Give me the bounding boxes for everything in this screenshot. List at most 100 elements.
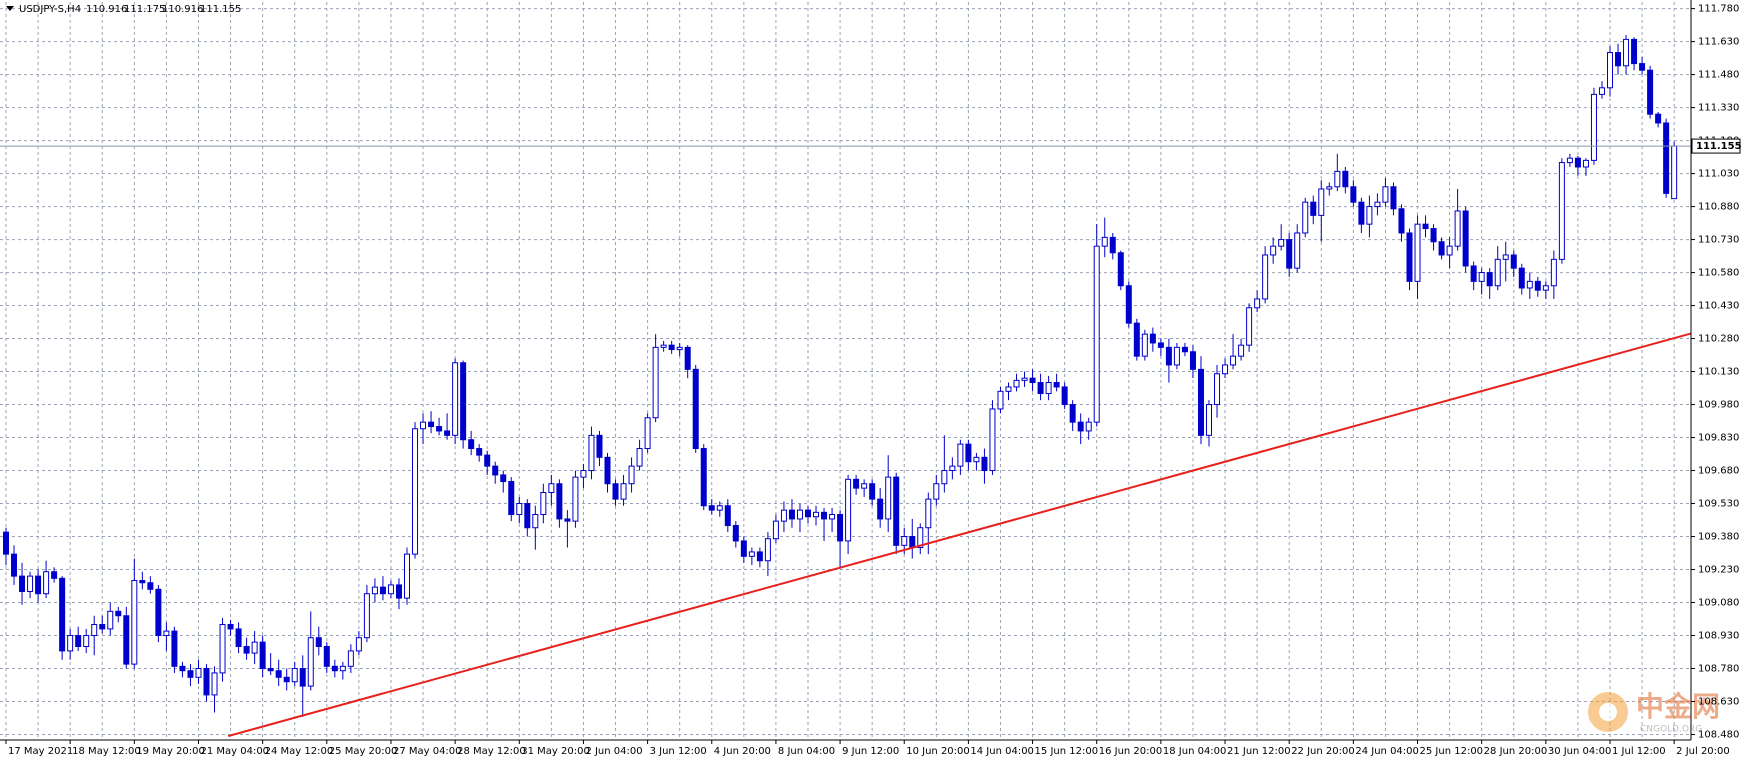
x-tick-label: 25 Jun 12:00 [1420, 746, 1484, 757]
y-tick-label: 108.630 [1698, 697, 1739, 708]
candle-body [524, 503, 531, 529]
y-tick-label: 111.030 [1698, 169, 1739, 180]
candle-body [299, 668, 306, 687]
y-tick-label: 111.330 [1698, 103, 1739, 114]
candle-body [917, 527, 924, 549]
candle-body [203, 668, 210, 696]
candle-body [355, 637, 362, 652]
candle-body [1350, 186, 1357, 203]
candle-body [652, 346, 659, 419]
trendline [227, 332, 1691, 738]
candle-body [227, 624, 234, 630]
x-tick-label: 15 Jun 12:00 [1035, 746, 1099, 757]
candle-body [1005, 386, 1012, 392]
watermark-text: 中金网 [1636, 690, 1720, 723]
candle-body [668, 344, 675, 351]
candle-body [1206, 404, 1212, 436]
plot-area [0, 34, 1691, 738]
candle-body [813, 511, 820, 518]
candle-body [3, 531, 9, 555]
y-tick-label: 109.530 [1698, 499, 1739, 510]
candle-body [604, 456, 611, 485]
candle-body [740, 540, 747, 557]
candle-body [1430, 228, 1437, 243]
candle-body [131, 580, 138, 665]
candle-body [660, 344, 667, 348]
candle-body [1197, 368, 1204, 436]
candle-body [933, 483, 940, 500]
candle-body [837, 514, 844, 542]
x-tick-label: 1 Jul 12:00 [1612, 746, 1666, 757]
x-tick-label: 28 May 12:00 [457, 746, 526, 757]
candle-body [612, 483, 619, 500]
candle-body [780, 509, 787, 522]
candle-body [1238, 344, 1245, 357]
candle-body [1639, 63, 1646, 71]
candle-body [1117, 252, 1124, 287]
candle-body [796, 509, 803, 520]
candle-body [1270, 245, 1277, 256]
candle-body [877, 498, 884, 520]
x-tick-label: 31 May 20:00 [521, 746, 590, 757]
candle-body [219, 624, 226, 674]
candle-body [163, 630, 170, 637]
candle-body [1045, 382, 1052, 395]
candle-body [1286, 239, 1293, 269]
candle-body [27, 575, 34, 593]
candle-body [484, 454, 491, 467]
candle-body [492, 465, 499, 476]
candle-body [861, 483, 868, 489]
candle-body [572, 476, 579, 522]
candle-body [1462, 210, 1469, 267]
candle-body [123, 615, 130, 665]
candle-body [997, 390, 1004, 410]
candle-body [588, 434, 595, 472]
candle-body [1470, 265, 1477, 282]
candle-body [395, 584, 402, 599]
candle-body [676, 346, 683, 351]
candle-body [1358, 201, 1365, 225]
candle-body [1133, 322, 1140, 357]
candle-body [596, 434, 603, 458]
candle-body [11, 553, 18, 577]
candle-body [973, 456, 980, 463]
candle-body [1574, 157, 1581, 168]
candle-body [347, 650, 354, 667]
candle-body [1590, 93, 1597, 161]
candle-body [1390, 186, 1397, 210]
candle-body [1566, 157, 1573, 164]
candle-body [1157, 342, 1164, 348]
candle-body [772, 520, 779, 540]
candle-body [1671, 145, 1678, 200]
candle-body [732, 525, 739, 542]
candle-body [1494, 258, 1501, 287]
candle-body [1093, 245, 1100, 423]
ohlc-high: 111.175 [124, 4, 165, 15]
candle-body [1623, 38, 1630, 67]
candle-body [540, 492, 547, 516]
candle-body [708, 505, 715, 511]
candle-body [235, 628, 242, 648]
candle-body [1109, 236, 1116, 254]
candle-body [307, 637, 314, 687]
candle-body [107, 610, 114, 630]
y-tick-label: 109.230 [1698, 565, 1739, 576]
candle-body [1037, 382, 1044, 395]
candle-body [1326, 186, 1333, 190]
candle-body [452, 362, 459, 436]
candle-body [195, 668, 202, 678]
candle-body [1598, 87, 1605, 95]
candle-body [692, 368, 699, 450]
candle-body [1526, 280, 1533, 289]
y-tick-label: 110.430 [1698, 301, 1739, 312]
candle-body [379, 586, 386, 595]
candle-body [387, 584, 394, 595]
current-price-label: 111.155 [1696, 141, 1742, 152]
candle-body [805, 509, 811, 518]
candle-body [1061, 386, 1068, 406]
current-price-box [1691, 138, 1741, 154]
candle-body [1631, 38, 1638, 65]
ohlc-open: 110.916 [86, 4, 127, 15]
candle-body [556, 483, 563, 520]
candle-body [764, 538, 771, 562]
